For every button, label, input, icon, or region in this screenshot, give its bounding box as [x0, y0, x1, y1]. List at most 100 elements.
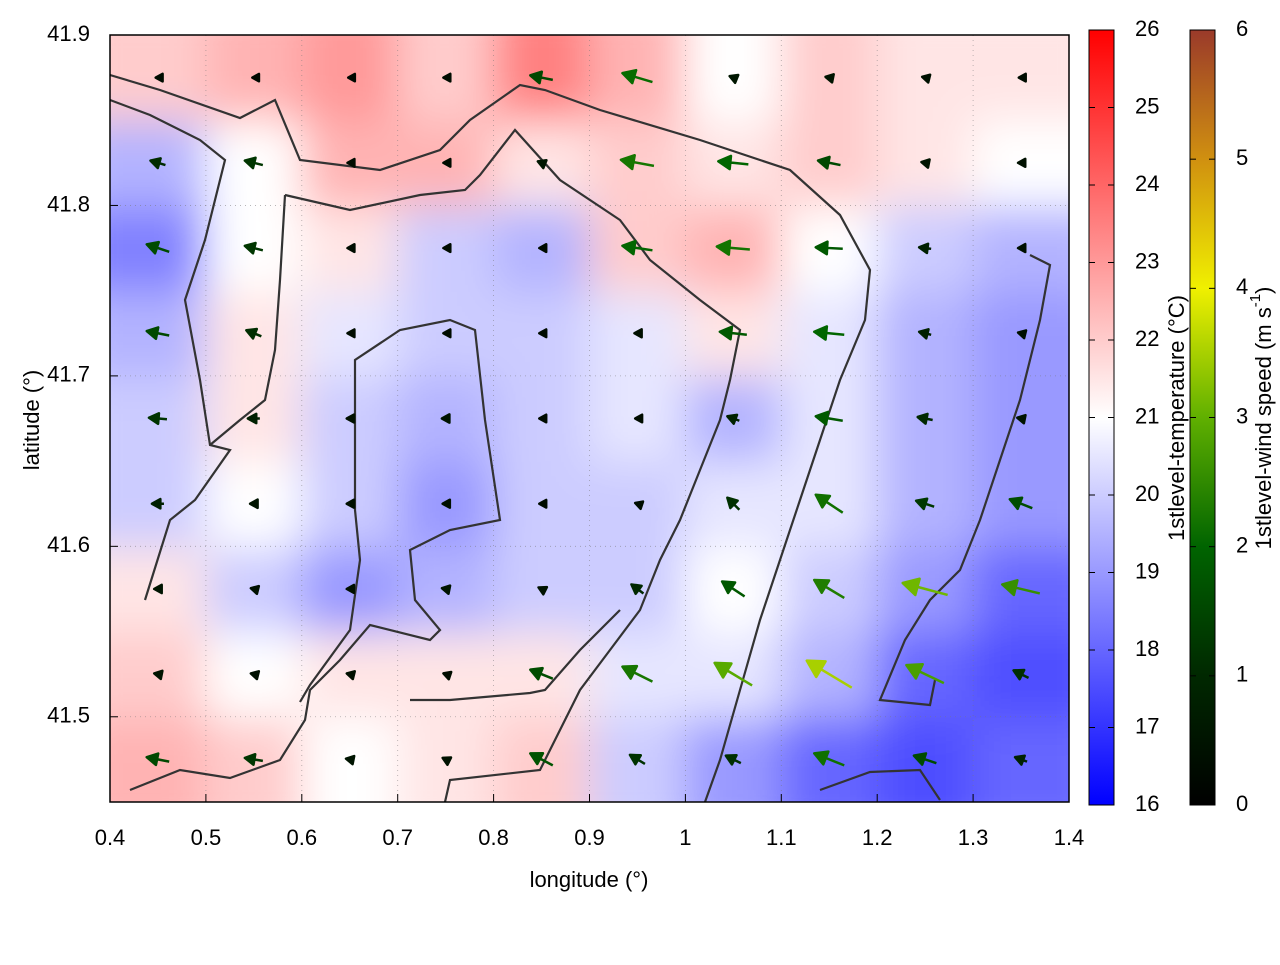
wind-arrow [912, 752, 937, 766]
wind-arrow [715, 239, 750, 256]
x-tick-label: 0.9 [574, 825, 605, 850]
y-axis-label: latitude (°) [19, 370, 44, 471]
colorbar-tick-label: 24 [1135, 171, 1159, 196]
wind-arrow [251, 72, 261, 83]
wind-arrow [633, 413, 644, 424]
wind-arrow [441, 498, 452, 509]
colorbar-tick-label: 1 [1236, 662, 1248, 687]
label-part: ) [1251, 287, 1276, 294]
wind-arrow [248, 498, 259, 510]
label-superscript: -1 [1247, 294, 1264, 307]
wind-arrow [816, 155, 841, 170]
wind-arrow [920, 73, 932, 84]
wind-arrow [720, 580, 746, 598]
wind-arrow [538, 413, 548, 424]
colorbar-label: 1stlevel-temperature (°C) [1164, 295, 1189, 541]
colorbar-tick-label: 5 [1236, 145, 1248, 170]
temperature-cell [781, 35, 879, 122]
wind-arrow [529, 666, 554, 681]
wind-arrow [152, 669, 164, 681]
colorbar-tick-label: 16 [1135, 791, 1159, 816]
wind-arrow [917, 242, 932, 255]
wind-arrow [246, 412, 260, 425]
wind-arrow [1001, 579, 1041, 597]
temperature-cell [110, 205, 207, 292]
wind-arrow [630, 583, 645, 596]
y-tick-label: 41.7 [47, 362, 90, 387]
wind-arrow [726, 413, 740, 425]
wind-arrow [621, 664, 654, 683]
temperature-cell [685, 35, 783, 122]
temperature-cell [110, 631, 207, 718]
wind-arrow [916, 412, 933, 425]
wind-arrow [724, 753, 742, 766]
wind-vectors [145, 68, 1041, 767]
x-tick-label: 1.2 [862, 825, 893, 850]
colorbar-tick-label: 0 [1236, 791, 1248, 816]
wind-arrow [914, 497, 935, 511]
wind-arrow [150, 497, 164, 510]
contour-line [110, 98, 232, 601]
x-tick-label: 1 [679, 825, 691, 850]
contour-line [209, 194, 287, 446]
x-tick-label: 0.7 [382, 825, 413, 850]
wind-arrow [905, 663, 945, 685]
wind-arrow [440, 413, 451, 424]
colorbar-tick-label: 26 [1135, 16, 1159, 41]
wind-arrow [346, 328, 356, 339]
wind-arrow [346, 157, 356, 168]
wind-arrow [538, 328, 548, 339]
wind-arrow [813, 750, 845, 767]
wind-arrow [442, 243, 452, 254]
wind-arrow [813, 578, 845, 600]
wind-arrow [901, 577, 948, 597]
wind-arrow [243, 752, 264, 766]
wind-arrow [920, 158, 931, 169]
wind-arrow [442, 328, 452, 339]
x-tick-label: 0.5 [191, 825, 222, 850]
wind-arrow [529, 70, 554, 85]
x-tick-label: 1.1 [766, 825, 797, 850]
colorbar-tick-label: 18 [1135, 636, 1159, 661]
wind-arrow [1016, 157, 1027, 169]
colorbar-tick-label: 25 [1135, 93, 1159, 118]
wind-arrow [1017, 72, 1027, 83]
wind-arrow [442, 670, 453, 681]
label-part: 1stlevel-wind speed (m s [1251, 307, 1276, 549]
wind-arrow [347, 72, 357, 83]
y-tick-label: 41.8 [47, 191, 90, 216]
colorbar-label: 1stlevel-wind speed (m s-1) [1247, 287, 1276, 550]
contours [110, 73, 1052, 802]
colorbar-tick-label: 2 [1236, 532, 1248, 557]
x-axis-label: longitude (°) [530, 867, 649, 892]
wind-arrow [1012, 668, 1030, 681]
wind-arrow [1008, 496, 1033, 511]
wind-arrow [442, 157, 452, 168]
wind-arrow [145, 326, 170, 341]
y-tick-label: 41.9 [47, 21, 90, 46]
wind-arrow [717, 154, 749, 171]
temperature-cell [110, 546, 207, 633]
wind-arrow [1013, 754, 1028, 766]
wind-arrow [1016, 329, 1028, 340]
wind-arrow [713, 661, 753, 687]
wind-arrow [442, 72, 452, 83]
wind-arrow [245, 327, 262, 340]
wind-arrow [1016, 413, 1027, 425]
wind-arrow [633, 328, 643, 339]
contour-line [878, 254, 1052, 707]
temperature-cell [110, 375, 207, 463]
wind-arrow [441, 756, 453, 767]
contour-line [819, 768, 941, 801]
temperature-cell [589, 35, 687, 122]
colorbar-tick-label: 3 [1236, 403, 1248, 428]
temperature-cell [110, 716, 207, 802]
wind-arrow [529, 751, 554, 767]
wind-arrow [243, 241, 264, 255]
wind-arrow [633, 500, 645, 511]
wind-arrow [345, 413, 356, 424]
wind-arrow [538, 498, 548, 509]
x-tick-label: 0.6 [287, 825, 318, 850]
temperature-cell [110, 35, 207, 122]
wind-arrow [154, 72, 164, 83]
